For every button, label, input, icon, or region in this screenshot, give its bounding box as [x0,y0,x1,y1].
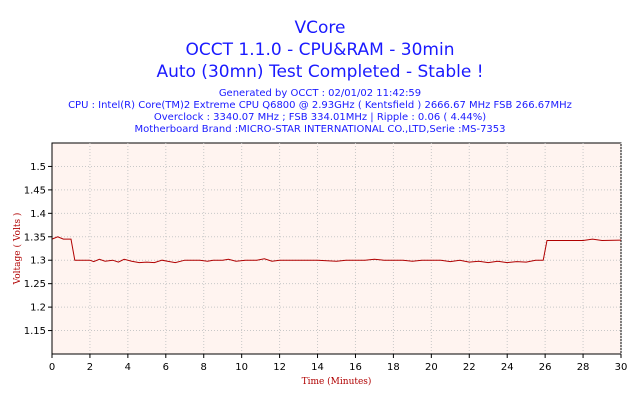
y-axis-ticks: 1.15 1.2 1.25 1.3 1.35 1.4 1.45 1.5 [24,162,52,337]
x-tick-label: 18 [387,362,400,373]
x-tick-label: 30 [615,362,628,373]
x-tick-label: 16 [349,362,362,373]
y-tick-label: 1.25 [24,279,46,290]
y-tick-label: 1.15 [24,326,46,337]
y-tick-label: 1.3 [30,256,46,267]
x-tick-label: 12 [273,362,286,373]
info-overclock: Overclock : 3340.07 MHz ; FSB 334.01MHz … [153,112,487,123]
info-generated: Generated by OCCT : 02/01/02 11:42:59 [218,88,422,99]
y-tick-label: 1.5 [30,162,46,173]
x-tick-label: 0 [49,362,55,373]
chart-subtitle-status: Auto (30mn) Test Completed - Stable ! [156,62,484,82]
x-tick-label: 24 [501,362,514,373]
y-tick-label: 1.45 [24,185,46,196]
y-axis-label: Voltage ( Volts ) [12,213,23,286]
plot-area [51,142,622,355]
x-tick-label: 8 [201,362,207,373]
x-tick-label: 4 [125,362,131,373]
x-tick-label: 22 [463,362,476,373]
x-tick-label: 10 [235,362,248,373]
x-axis-ticks: 0 2 4 6 8 10 12 14 16 18 20 22 24 26 28 30 [49,354,628,373]
x-tick-label: 28 [577,362,590,373]
chart-title: VCore [294,18,346,38]
x-tick-label: 20 [425,362,438,373]
x-tick-label: 14 [311,362,324,373]
chart-subtitle-test: OCCT 1.1.0 - CPU&RAM - 30min [185,40,455,60]
x-axis-label: Time (Minutes) [302,376,372,387]
y-tick-label: 1.4 [30,209,46,220]
x-tick-label: 6 [163,362,169,373]
y-tick-label: 1.35 [24,232,46,243]
info-motherboard: Motherboard Brand :MICRO-STAR INTERNATIO… [134,124,506,135]
info-cpu: CPU : Intel(R) Core(TM)2 Extreme CPU Q68… [68,100,572,111]
y-tick-label: 1.2 [30,303,46,314]
x-tick-label: 2 [87,362,93,373]
x-tick-label: 26 [539,362,552,373]
vcore-series-line [51,236,622,264]
